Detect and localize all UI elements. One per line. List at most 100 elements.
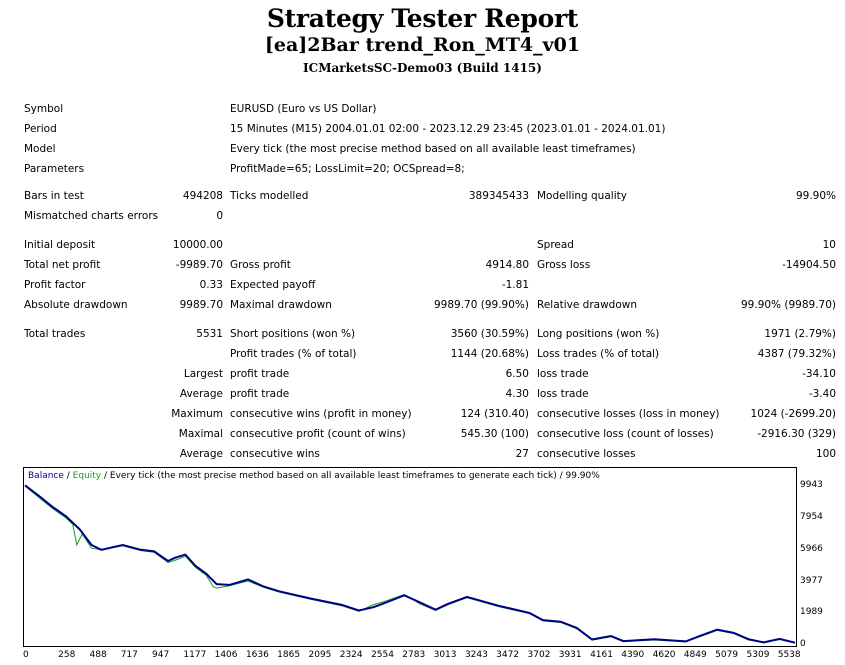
x-tick-label: 4620 <box>652 650 676 660</box>
x-tick-label: 488 <box>89 650 107 660</box>
maximal-cons-loss-value: -2916.30 (329) <box>757 428 836 440</box>
x-tick-label: 1636 <box>245 650 269 660</box>
avg-cons-losses-value: 100 <box>815 448 836 460</box>
report-title: Strategy Tester Report <box>266 4 579 33</box>
mismatch-label: Mismatched charts errors <box>24 210 159 222</box>
y-tick-label: 7954 <box>800 512 823 523</box>
x-tick-label: 2554 <box>371 650 394 660</box>
x-tick-label: 3702 <box>527 650 551 660</box>
avg-loss-label: loss trade <box>537 388 589 400</box>
x-tick-label: 5309 <box>746 650 770 660</box>
short-label: Short positions (won %) <box>230 328 356 340</box>
balance-chart: Balance / Equity / Every tick (the most … <box>23 467 797 647</box>
rel-drawdown-value: 99.90% (9989.70) <box>741 299 836 311</box>
ticks-label: Ticks modelled <box>230 190 309 202</box>
x-tick-label: 5079 <box>715 650 739 660</box>
profit-factor-value: 0.33 <box>199 279 223 291</box>
x-tick-label: 4849 <box>683 650 707 660</box>
max-cons-wins-label: consecutive wins (profit in money) <box>230 408 412 420</box>
balance-series-line <box>24 484 796 644</box>
total-trades-value: 5531 <box>196 328 223 340</box>
y-tick-label: 9943 <box>800 480 823 491</box>
quality-value: 99.90% <box>795 190 836 202</box>
max-cons-losses-value: 1024 (-2699.20) <box>750 408 836 420</box>
total-trades-label: Total trades <box>24 328 86 340</box>
ea-name: [ea]2Bar trend_Ron_MT4_v01 <box>264 34 581 56</box>
ticks-value: 389345433 <box>468 190 529 202</box>
max-drawdown-label: Maximal drawdown <box>230 299 332 311</box>
y-tick-label: 3977 <box>800 575 823 586</box>
model-label: Model <box>24 143 56 155</box>
maximal-cons-profit-label: consecutive profit (count of wins) <box>230 428 406 440</box>
avg-loss-value: -3.40 <box>808 388 836 400</box>
average2-label: Average <box>179 448 223 460</box>
gross-profit-value: 4914.80 <box>485 259 529 271</box>
gross-loss-value: -14904.50 <box>782 259 836 271</box>
avg-profit-label: profit trade <box>230 388 290 400</box>
x-tick-label: 4161 <box>590 650 613 660</box>
average-label: Average <box>179 388 223 400</box>
gross-profit-label: Gross profit <box>230 259 291 271</box>
largest-loss-label: loss trade <box>537 368 589 380</box>
legend-balance: Balance <box>28 471 64 481</box>
net-profit-value: -9989.70 <box>175 259 223 271</box>
gross-loss-label: Gross loss <box>537 259 591 271</box>
x-tick-label: 4390 <box>621 650 645 660</box>
profit-trades-label: Profit trades (% of total) <box>230 348 357 360</box>
chart-plot <box>24 484 796 644</box>
avg-cons-wins-value: 27 <box>515 448 529 460</box>
x-tick-label: 5538 <box>777 650 801 660</box>
long-value: 1971 (2.79%) <box>764 328 836 340</box>
x-tick-label: 1177 <box>183 650 207 660</box>
x-tick-label: 947 <box>152 650 170 660</box>
x-tick-label: 0 <box>23 650 29 660</box>
loss-trades-value: 4387 (79.32%) <box>757 348 836 360</box>
y-tick-label: 5966 <box>800 543 823 554</box>
deposit-value: 10000.00 <box>172 239 223 251</box>
deposit-label: Initial deposit <box>24 239 96 251</box>
maximal-label: Maximal <box>178 428 223 440</box>
spread-label: Spread <box>537 239 574 251</box>
x-tick-label: 3931 <box>558 650 582 660</box>
y-tick-label: 1989 <box>800 607 823 618</box>
x-tick-label: 1865 <box>277 650 301 660</box>
loss-trades-label: Loss trades (% of total) <box>537 348 660 360</box>
expected-payoff-value: -1.81 <box>501 279 529 291</box>
legend-separator: / <box>63 471 73 481</box>
period-label: Period <box>24 123 57 135</box>
x-tick-label: 717 <box>120 650 138 660</box>
mismatch-value: 0 <box>216 210 223 222</box>
profit-factor-label: Profit factor <box>24 279 86 291</box>
x-tick-label: 3243 <box>464 650 488 660</box>
bars-label: Bars in test <box>24 190 84 202</box>
symbol-label: Symbol <box>24 103 64 115</box>
abs-drawdown-label: Absolute drawdown <box>24 299 128 311</box>
parameters-value: ProfitMade=65; LossLimit=20; OCSpread=8; <box>230 163 465 175</box>
x-tick-label: 3013 <box>433 650 457 660</box>
y-tick-label: 0 <box>800 639 806 649</box>
legend-description: / Every tick (the most precise method ba… <box>101 471 600 481</box>
max-drawdown-value: 9989.70 (99.90%) <box>434 299 529 311</box>
parameters-label: Parameters <box>24 163 85 175</box>
chart-legend: Balance / Equity / Every tick (the most … <box>28 471 600 481</box>
short-value: 3560 (30.59%) <box>450 328 529 340</box>
abs-drawdown-value: 9989.70 <box>179 299 223 311</box>
maximal-cons-loss-label: consecutive loss (count of losses) <box>537 428 714 440</box>
largest-label: Largest <box>183 368 223 380</box>
net-profit-label: Total net profit <box>24 259 101 271</box>
legend-equity: Equity <box>72 471 102 481</box>
max-cons-wins-value: 124 (310.40) <box>460 408 529 420</box>
x-tick-label: 2783 <box>402 650 426 660</box>
spread-value: 10 <box>822 239 836 251</box>
avg-profit-value: 4.30 <box>505 388 529 400</box>
equity-series-line <box>24 485 796 644</box>
largest-loss-value: -34.10 <box>802 368 836 380</box>
max-cons-losses-label: consecutive losses (loss in money) <box>537 408 720 420</box>
profit-trades-value: 1144 (20.68%) <box>450 348 529 360</box>
largest-profit-label: profit trade <box>230 368 290 380</box>
avg-cons-wins-label: consecutive wins <box>230 448 320 460</box>
expected-payoff-label: Expected payoff <box>230 279 316 291</box>
maximum-label: Maximum <box>171 408 223 420</box>
long-label: Long positions (won %) <box>537 328 660 340</box>
x-tick-label: 2324 <box>339 650 363 660</box>
